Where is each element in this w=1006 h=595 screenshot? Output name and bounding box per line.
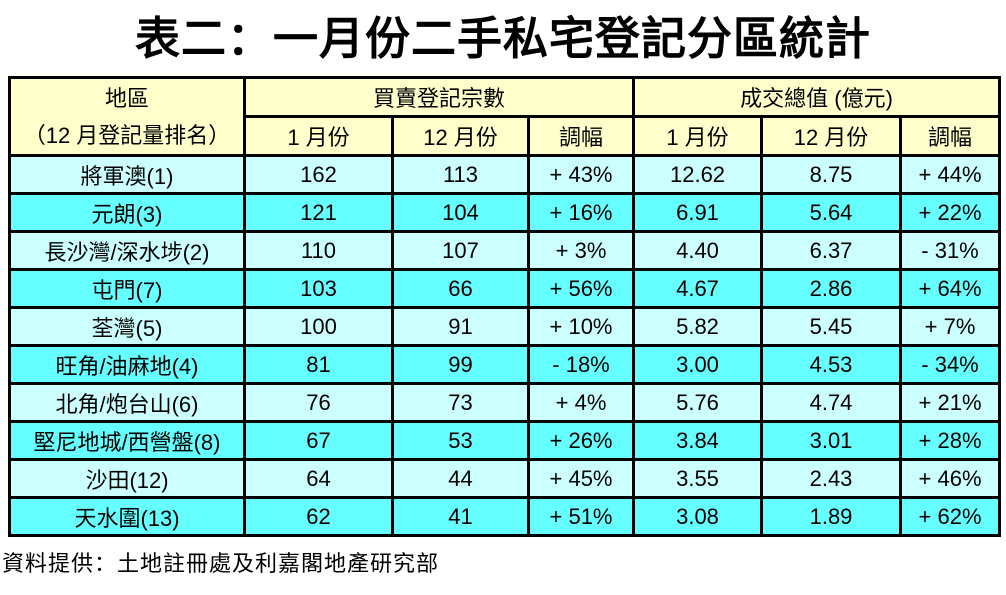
data-cell: 162 [243, 154, 394, 195]
data-cell: 6.91 [632, 192, 764, 233]
data-cell: + 62% [899, 496, 1002, 537]
data-cell: 67 [243, 420, 394, 461]
district-cell: 北角/炮台山(6) [8, 382, 246, 423]
header-value-jan: 1 月份 [632, 115, 764, 157]
data-cell: 44 [391, 458, 530, 499]
data-cell: 91 [391, 306, 530, 347]
data-cell: 3.55 [632, 458, 764, 499]
data-cell: 5.76 [632, 382, 764, 423]
district-cell: 天水圍(13) [8, 496, 246, 537]
data-cell: 121 [243, 192, 394, 233]
district-cell: 將軍澳(1) [8, 154, 246, 195]
data-cell: 5.45 [760, 306, 903, 347]
data-cell: + 64% [899, 268, 1002, 309]
district-cell: 元朗(3) [8, 192, 246, 233]
data-cell: 3.00 [632, 344, 764, 385]
table-row: 元朗(3) 121 104 + 16% 6.91 5.64 + 22% [8, 192, 1002, 233]
table-row: 荃灣(5) 100 91 + 10% 5.82 5.45 + 7% [8, 306, 1002, 347]
data-cell: + 22% [899, 192, 1002, 233]
data-cell: 3.01 [760, 420, 903, 461]
data-cell: + 28% [899, 420, 1002, 461]
header-district-sublabel: （12 月登記量排名） [23, 122, 231, 148]
page-title: 表二：一月份二手私宅登記分區統計 [134, 13, 871, 64]
header-count-jan: 1 月份 [243, 115, 394, 157]
data-cell: 5.82 [632, 306, 764, 347]
data-cell: + 3% [526, 230, 636, 271]
data-cell: - 34% [899, 344, 1002, 385]
table-row: 沙田(12) 64 44 + 45% 3.55 2.43 + 46% [8, 458, 1002, 499]
data-cell: + 10% [526, 306, 636, 347]
data-cell: 8.75 [760, 154, 903, 195]
table-row: 天水圍(13) 62 41 + 51% 3.08 1.89 + 62% [8, 496, 1002, 537]
header-count-dec: 12 月份 [391, 115, 530, 157]
data-cell: 73 [391, 382, 530, 423]
district-cell: 長沙灣/深水埗(2) [8, 230, 246, 271]
district-cell: 旺角/油麻地(4) [8, 344, 246, 385]
data-cell: + 16% [526, 192, 636, 233]
data-cell: 41 [391, 496, 530, 537]
table-row: 堅尼地城/西營盤(8) 67 53 + 26% 3.84 3.01 + 28% [8, 420, 1002, 461]
header-district-label: 地區 [104, 85, 149, 111]
stats-table: 地區 （12 月登記量排名） 買賣登記宗數 成交總值 (億元) 1 月份 12 … [8, 76, 1002, 537]
data-cell: + 4% [526, 382, 636, 423]
table-row: 長沙灣/深水埗(2) 110 107 + 3% 4.40 6.37- 31% [8, 230, 1002, 271]
data-cell: 4.74 [760, 382, 903, 423]
data-cell: 66 [391, 268, 530, 309]
district-cell: 沙田(12) [8, 458, 246, 499]
source-note: 資料提供：土地註冊處及利嘉閣地產研究部 [2, 551, 440, 576]
data-cell: + 43% [526, 154, 636, 195]
data-cell: 103 [243, 268, 394, 309]
data-cell: 53 [391, 420, 530, 461]
data-cell: + 51% [526, 496, 636, 537]
data-cell: 107 [391, 230, 530, 271]
data-cell: + 7% [899, 306, 1002, 347]
table-body: 將軍澳(1) 162 113 + 43% 12.62 8.75 + 44% 元朗(3) 121 1… [8, 154, 1002, 537]
data-cell: 4.67 [632, 268, 764, 309]
header-value-group: 成交總值 (億元) [632, 76, 1002, 118]
header-value-dec: 12 月份 [760, 115, 903, 157]
data-cell: 104 [391, 192, 530, 233]
header-row-groups: 地區 （12 月登記量排名） 買賣登記宗數 成交總值 (億元) [8, 76, 1002, 157]
district-cell: 荃灣(5) [8, 306, 246, 347]
data-cell: 2.86 [760, 268, 903, 309]
data-cell: 3.84 [632, 420, 764, 461]
data-cell: + 44% [899, 154, 1002, 195]
data-cell: + 21% [899, 382, 1002, 423]
data-cell: 6.37 [760, 230, 903, 271]
data-cell: - 31% [899, 230, 1002, 271]
header-value-change: 調幅 [899, 115, 1002, 157]
table-row: 北角/炮台山(6) 76 73 + 4% 5.76 4.74 + 21% [8, 382, 1002, 423]
data-cell: 4.40 [632, 230, 764, 271]
header-district: 地區 （12 月登記量排名） [8, 76, 246, 157]
data-cell: + 45% [526, 458, 636, 499]
data-cell: 62 [243, 496, 394, 537]
district-cell: 堅尼地城/西營盤(8) [8, 420, 246, 461]
table-row: 屯門(7) 103 66 + 56% 4.67 2.86 + 64% [8, 268, 1002, 309]
header-row-sub: 1 月份 12 月份 調幅 1 月份 12 月份 調幅 [10, 115, 1002, 157]
data-cell: 113 [391, 154, 530, 195]
data-cell: 3.08 [632, 496, 764, 537]
data-cell: 5.64 [760, 192, 903, 233]
table-row: 旺角/油麻地(4) 81 99- 18% 3.00 4.53- 34% [8, 344, 1002, 385]
table-row: 將軍澳(1) 162 113 + 43% 12.62 8.75 + 44% [8, 154, 1002, 195]
data-cell: 100 [243, 306, 394, 347]
header-count-group: 買賣登記宗數 [242, 76, 636, 118]
data-cell: 2.43 [760, 458, 903, 499]
data-cell: 4.53 [760, 344, 903, 385]
data-cell: 12.62 [632, 154, 764, 195]
data-cell: + 46% [899, 458, 1002, 499]
district-cell: 屯門(7) [8, 268, 246, 309]
data-cell: 76 [243, 382, 394, 423]
header-count-change: 調幅 [526, 115, 636, 157]
data-cell: 99 [391, 344, 530, 385]
data-cell: + 56% [526, 268, 636, 309]
data-cell: 64 [243, 458, 394, 499]
table-header: 地區 （12 月登記量排名） 買賣登記宗數 成交總值 (億元) 1 月份 12 … [8, 76, 1002, 157]
data-cell: 110 [243, 230, 394, 271]
data-cell: 81 [243, 344, 394, 385]
data-cell: 1.89 [760, 496, 903, 537]
data-cell: + 26% [526, 420, 636, 461]
data-cell: - 18% [526, 344, 636, 385]
